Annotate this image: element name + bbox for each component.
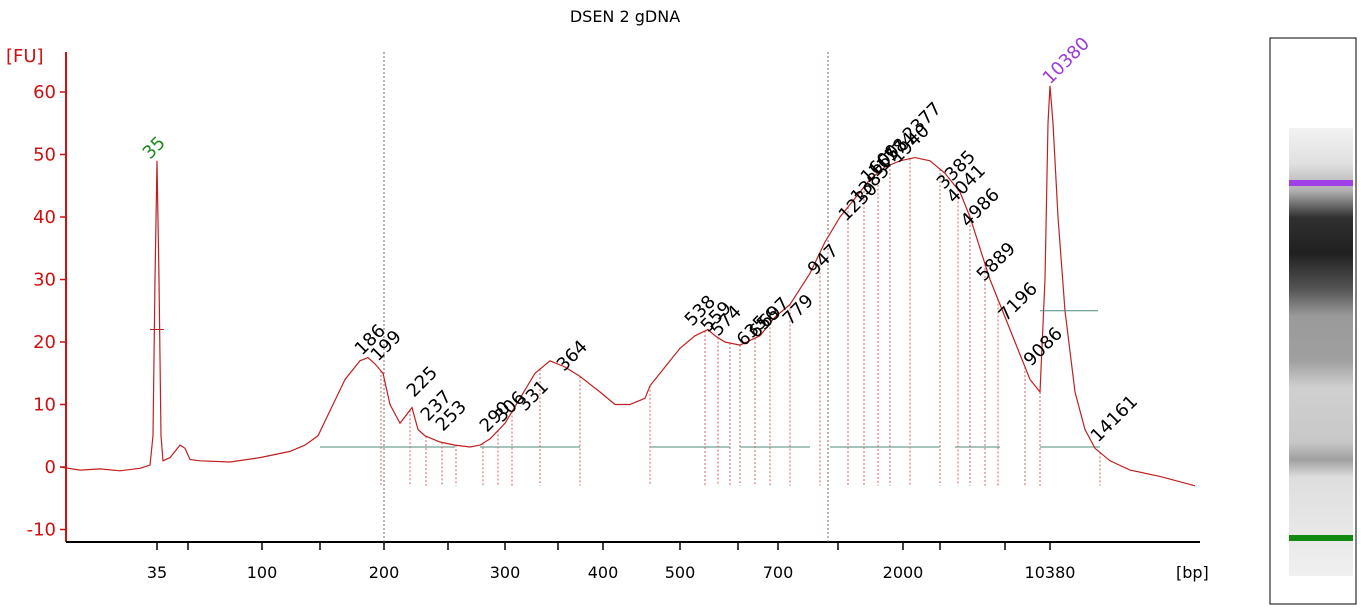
x-tick-label: 2000: [883, 563, 924, 582]
y-tick-label: 30: [33, 270, 56, 291]
x-tick-label: 400: [588, 563, 619, 582]
chart-title: DSEN 2 gDNA: [570, 7, 680, 26]
gel-lane: [1269, 37, 1357, 605]
x-tick-label: 100: [247, 563, 278, 582]
y-axis-label: [FU]: [6, 46, 44, 67]
gel-upper-marker-band: [1289, 180, 1353, 186]
peak-label: 779: [779, 290, 818, 329]
peak-label: 5889: [973, 238, 1020, 285]
x-tick-label: 35: [147, 563, 167, 582]
gel-band-area: [1289, 128, 1353, 576]
y-tick-label: 50: [33, 145, 56, 166]
y-tick-label: 40: [33, 207, 56, 228]
x-tick-label: 500: [665, 563, 696, 582]
y-tick-label: 20: [33, 332, 56, 353]
peak-label: 14161: [1087, 391, 1142, 446]
marker-peak-label: 35: [139, 132, 170, 163]
peak-label: 364: [553, 336, 592, 375]
x-tick-label: 200: [369, 563, 400, 582]
peak-label: 7196: [995, 278, 1042, 325]
y-tick-label: 60: [33, 82, 56, 103]
y-tick-label: 0: [45, 457, 56, 478]
y-tick-label: -10: [27, 520, 56, 541]
plot-area: -10 0 10 20 30 40 50 60 35 100 200 300 400 500 700 2000…: [27, 33, 1200, 582]
x-tick-label: 300: [490, 563, 521, 582]
signal-trace: [59, 85, 1196, 487]
y-tick-label: 10: [33, 395, 56, 416]
x-axis-label: [bp]: [1176, 563, 1209, 582]
gel-lower-marker-band: [1289, 535, 1353, 541]
marker-peak-label: 10380: [1039, 33, 1094, 88]
x-tick-label: 10380: [1025, 563, 1076, 582]
x-tick-label: 700: [763, 563, 794, 582]
